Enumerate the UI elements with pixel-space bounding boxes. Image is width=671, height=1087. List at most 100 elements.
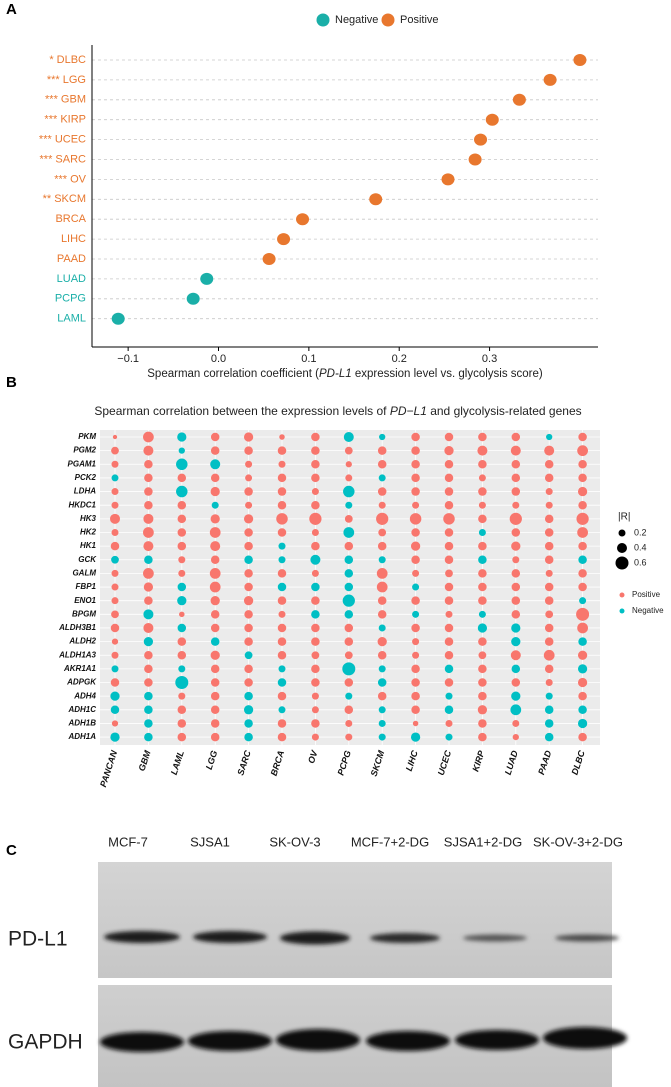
bubble [311, 500, 320, 510]
bubble [143, 445, 154, 456]
y-tick-label: HKDC1 [68, 500, 96, 509]
bubble [478, 541, 487, 551]
bubble [576, 607, 590, 621]
bubble [345, 733, 353, 741]
bubble [276, 513, 288, 525]
bubble [244, 487, 253, 496]
bubble [277, 678, 287, 687]
x-axis-label: Spearman correlation coefficient (PD-L1 … [147, 368, 543, 380]
bubble [545, 610, 554, 619]
bubble [345, 501, 353, 509]
y-tick-label: ADPGK [66, 678, 97, 687]
bubble [111, 665, 119, 673]
bubble [277, 732, 287, 742]
size-legend-label: 0.4 [634, 542, 647, 552]
y-tick-label: ADH4 [73, 691, 96, 700]
bubble [244, 678, 253, 687]
y-tick-label: PKM [78, 432, 96, 441]
bubble [579, 597, 587, 605]
bubble [244, 664, 253, 674]
bubble [577, 445, 588, 457]
bubble [444, 596, 454, 605]
dot [111, 312, 125, 325]
bubble [444, 528, 454, 537]
bubble [477, 445, 488, 456]
bubble [111, 501, 119, 509]
bubble [178, 556, 186, 564]
legend-label: Positive [632, 590, 661, 599]
y-tick-label: HK3 [80, 514, 97, 523]
bubble [144, 732, 153, 742]
bubble [311, 460, 320, 469]
bubble [278, 556, 286, 564]
bubble [243, 432, 254, 442]
y-tick-label: *** KIRP [44, 114, 86, 126]
bubble [177, 500, 187, 510]
dot [441, 173, 455, 186]
bubble [209, 581, 221, 593]
bubble [512, 733, 519, 741]
bubble [545, 569, 553, 577]
bubble [444, 555, 454, 565]
bubble [478, 528, 486, 536]
bubble [478, 460, 487, 469]
bubble [445, 719, 453, 727]
bubble [511, 528, 521, 537]
bubble [344, 446, 353, 455]
bubble [412, 720, 419, 727]
bubble [477, 705, 488, 715]
bubble [110, 705, 120, 715]
bubble [445, 733, 453, 741]
bubble [277, 473, 287, 483]
bubble [544, 528, 554, 537]
dot [277, 233, 291, 246]
bubble [378, 706, 386, 714]
bubble [342, 662, 356, 676]
x-tick-label: LGG [204, 749, 220, 771]
bubble [344, 651, 353, 660]
bubble [144, 719, 153, 728]
bubble [210, 514, 220, 524]
bubble [445, 610, 453, 618]
bubble [178, 692, 186, 700]
bubble [111, 569, 119, 577]
bubble [478, 555, 487, 565]
y-tick-label: *** UCEC [39, 134, 86, 146]
bubble [309, 512, 322, 525]
bubble [111, 528, 119, 536]
bubble [177, 541, 187, 551]
bubble [244, 732, 253, 742]
bubble [478, 487, 487, 496]
bubble [578, 569, 587, 578]
bubble [311, 692, 319, 700]
bubble [444, 637, 454, 646]
bubble [378, 474, 386, 482]
bubble [543, 649, 555, 661]
bubble [177, 528, 187, 537]
bubble [209, 527, 221, 538]
bubble [278, 665, 286, 673]
bubble [412, 651, 420, 659]
bubble [277, 569, 287, 578]
bubble [510, 445, 521, 456]
bubble [311, 664, 320, 674]
x-axis-label-part: Spearman correlation coefficient ( [147, 368, 319, 380]
bubble [277, 650, 287, 660]
bubble [111, 610, 119, 619]
bubble [245, 501, 253, 509]
bubble [444, 432, 454, 442]
bubble [343, 485, 355, 498]
bubble [576, 512, 589, 525]
bubble [411, 664, 420, 674]
bubble [175, 676, 189, 690]
bubble [143, 527, 154, 538]
bubble [578, 473, 587, 483]
bubble [444, 678, 454, 687]
bubble [411, 596, 420, 605]
bubble [444, 460, 454, 469]
bubble [377, 487, 387, 496]
bubble [377, 446, 387, 455]
bubble [245, 474, 253, 482]
bubble [177, 473, 187, 483]
